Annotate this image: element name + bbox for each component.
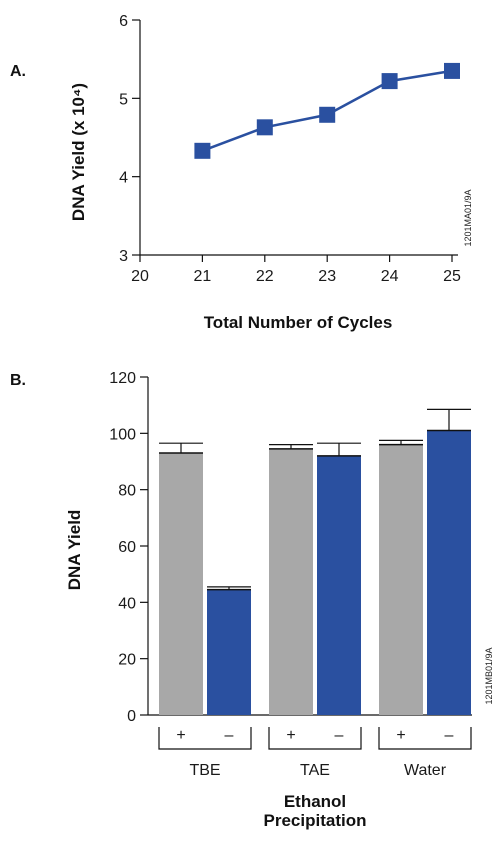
panel-a-x-tick-label: 25 (443, 268, 461, 285)
panel-b-y-tick-label: 80 (118, 483, 136, 500)
panel-b-bars (159, 408, 471, 715)
panel-b-y-ticks: 0 20 40 60 80 100 120 (109, 370, 148, 725)
panel-a-series (194, 62, 460, 159)
panel-b-bar (379, 444, 423, 715)
panel-b: B. 0 20 40 60 80 100 120 + – TBE + – TAE + – Water DNA… (10, 370, 494, 830)
panel-a-axes (139, 20, 458, 256)
panel-a-data-point (256, 119, 273, 136)
panel-a-x-ticks: 20 21 22 23 24 25 (131, 255, 461, 285)
panel-b-bar (317, 455, 361, 715)
panel-b-y-tick-label: 0 (127, 708, 136, 725)
panel-b-bar (159, 453, 203, 715)
panel-a-label: A. (10, 63, 26, 80)
panel-b-y-tick-label: 60 (118, 539, 136, 556)
panel-b-subcategory-label: + (286, 727, 295, 744)
panel-b-y-tick-label: 20 (118, 652, 136, 669)
panel-b-y-axis-title: DNA Yield (65, 510, 84, 591)
panel-b-group-label: TAE (300, 762, 330, 779)
panel-b-group-label: TBE (189, 762, 220, 779)
panel-a-data-point (194, 142, 211, 159)
panel-a: A. 3 4 5 6 20 21 22 23 24 25 DNA Yield (x 10⁴) T… (10, 13, 473, 332)
panel-a-x-tick-label: 21 (194, 268, 212, 285)
panel-a-data-point (444, 62, 460, 79)
panel-b-group-label: Water (404, 762, 447, 779)
panel-b-subcategory-label: + (396, 727, 405, 744)
panel-b-bar (269, 448, 313, 715)
panel-b-bar (207, 589, 251, 715)
panel-a-figure-code: 1201MA01/9A (463, 189, 473, 246)
panel-a-y-ticks: 3 4 5 6 (119, 13, 140, 265)
panel-b-bar (427, 430, 471, 715)
panel-b-y-tick-label: 120 (109, 370, 136, 387)
panel-b-group-bracket (158, 727, 252, 750)
panel-a-x-tick-label: 20 (131, 268, 149, 285)
panel-a-y-tick-label: 4 (119, 170, 128, 187)
panel-b-y-tick-label: 40 (118, 595, 136, 612)
panel-b-subcategory-label: – (225, 727, 234, 744)
panel-a-x-axis-title: Total Number of Cycles (204, 313, 393, 332)
panel-b-group-bracket (268, 727, 362, 750)
panel-b-y-tick-label: 100 (109, 426, 136, 443)
panel-b-figure-code: 1201MB01/9A (484, 647, 494, 704)
panel-b-label: B. (10, 372, 26, 389)
panel-a-data-point (381, 73, 398, 90)
panel-a-y-axis-title: DNA Yield (x 10⁴) (69, 83, 88, 221)
panel-a-x-tick-label: 24 (381, 268, 399, 285)
panel-b-subcategory-label: – (335, 727, 344, 744)
panel-b-x-axis-title-line-2: Precipitation (264, 811, 367, 830)
panel-b-subcategory-label: – (445, 727, 454, 744)
panel-a-y-tick-label: 6 (119, 13, 128, 30)
panel-b-x-axis-title-line-1: Ethanol (284, 792, 346, 811)
panel-a-y-tick-label: 5 (119, 91, 128, 108)
panel-a-x-tick-label: 23 (318, 268, 336, 285)
panel-b-subcategory-label: + (176, 727, 185, 744)
panel-a-y-tick-label: 3 (119, 248, 128, 265)
panel-a-x-tick-label: 22 (256, 268, 274, 285)
panel-a-data-point (319, 106, 336, 123)
panel-b-group-labels: + – TBE + – TAE + – Water (158, 727, 472, 779)
panel-b-group-bracket (378, 727, 472, 750)
